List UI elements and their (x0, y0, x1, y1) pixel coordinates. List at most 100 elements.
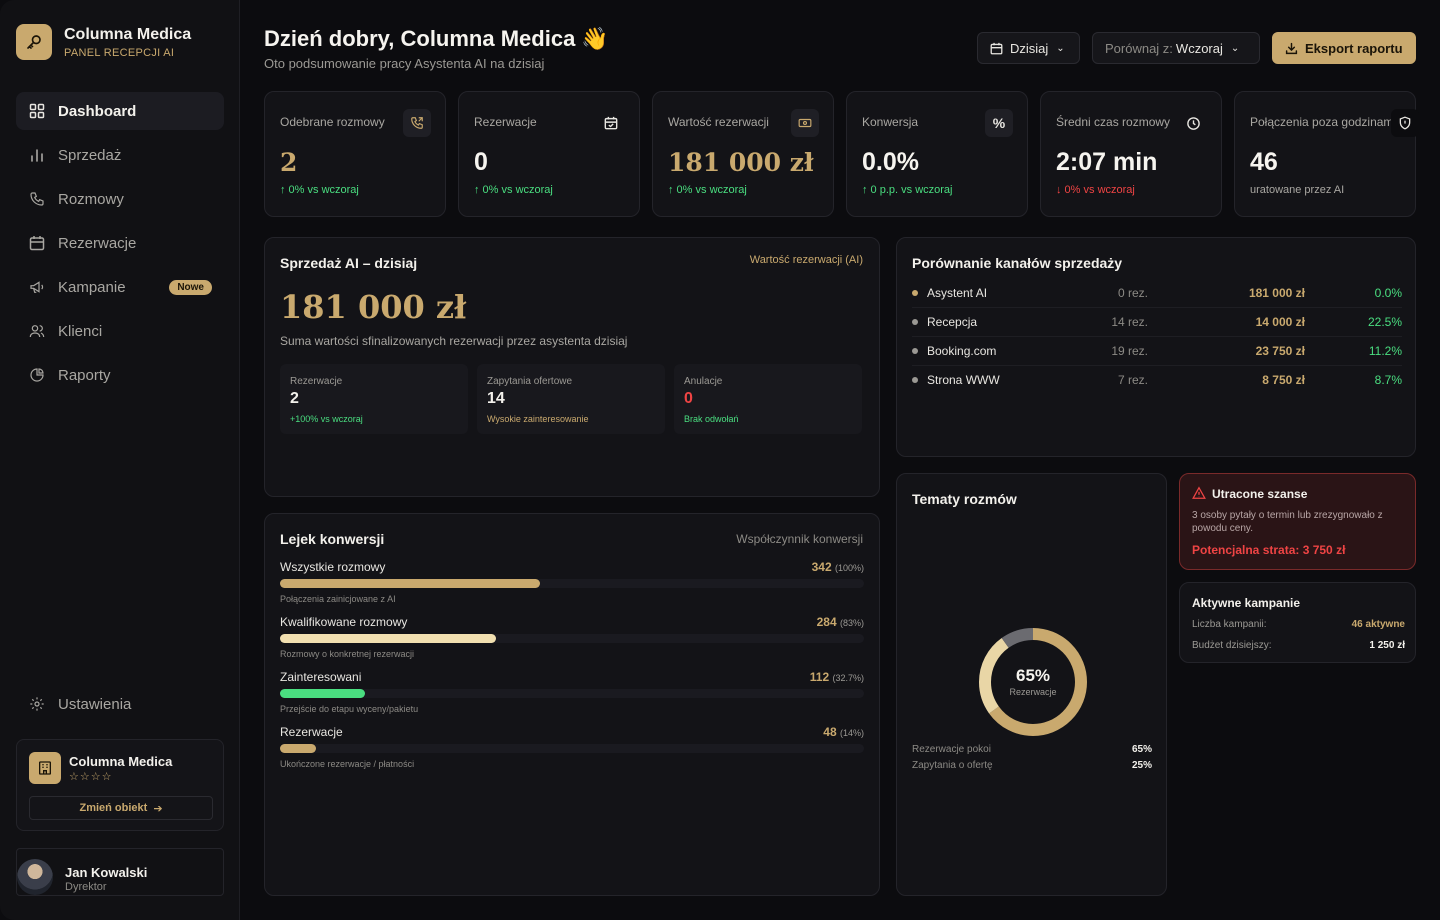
nav-item-reports[interactable]: Raporty (16, 356, 224, 394)
nav-label: Kampanie (58, 278, 126, 296)
export-report-button[interactable]: Eksport raportu (1272, 32, 1416, 64)
mini-note: Wysokie zainteresowanie (487, 414, 589, 424)
kpi-card-reservation-value[interactable]: Wartość rezerwacji 181 000 zł ↑ 0% vs wc… (652, 91, 834, 217)
funnel-track (280, 744, 864, 753)
donut-segment[interactable] (979, 628, 1087, 736)
funnel-bar (280, 689, 366, 698)
clock-icon (1179, 109, 1207, 137)
funnel-bar (280, 744, 317, 753)
nav-label: Klienci (58, 322, 103, 340)
kpi-delta: ↑ 0% vs wczoraj (280, 184, 359, 196)
nav-item-clients[interactable]: Klienci (16, 312, 224, 350)
nav-label: Rezerwacje (58, 234, 137, 252)
topic-name: Zapytania o ofertę (912, 760, 993, 771)
kpi-card-avg-call-time[interactable]: Średni czas rozmowy 2:07 min ↓ 0% vs wcz… (1040, 91, 1222, 217)
topics-panel: Tematy rozmów 65% Rezerwacje Rezerwacje … (896, 473, 1167, 896)
star-rating: ☆☆☆☆ (69, 771, 113, 783)
channel-reservations: 0 rez. (1117, 286, 1148, 300)
nav-label: Rozmowy (58, 190, 124, 208)
funnel-count-value: 112 (809, 670, 830, 684)
channel-row[interactable]: Booking.com 19 rez. 23 750 zł 11.2% (912, 342, 1402, 362)
user-profile[interactable]: Jan Kowalski Dyrektor (16, 848, 224, 896)
period-select[interactable]: Dzisiaj ⌄ (977, 32, 1080, 64)
funnel-count-pct: (83%) (839, 618, 864, 628)
chevron-down-icon: ⌄ (1056, 42, 1065, 54)
funnel-bar (280, 634, 497, 643)
compare-prefix: Porównaj z: (1105, 40, 1173, 56)
kpi-card-conversion[interactable]: Konwersja % 0.0% ↑ 0 p.p. vs wczoraj (846, 91, 1028, 217)
channel-row[interactable]: Strona WWW 7 rez. 8 750 zł 8.7% (912, 371, 1402, 391)
panel-title: Aktywne kampanie (1192, 596, 1301, 610)
nav-item-dashboard[interactable]: Dashboard (16, 92, 224, 130)
user-name: Jan Kowalski (65, 865, 148, 880)
page-subtitle: Oto podsumowanie pracy Asystenta AI na d… (264, 56, 545, 71)
funnel-count-value: 48 (823, 725, 837, 739)
channel-row[interactable]: Asystent AI 0 rez. 181 000 zł 0.0% (912, 284, 1402, 304)
mini-label: Rezerwacje (290, 376, 343, 387)
topic-value: 65% (1131, 744, 1152, 755)
channel-pct: 11.2% (1368, 344, 1402, 358)
compare-value: Wczoraj (1175, 40, 1223, 56)
donut-segment[interactable] (979, 628, 1087, 736)
channel-pct: 8.7% (1374, 373, 1402, 387)
funnel-step-name: Kwalifikowane rozmowy (280, 615, 408, 629)
nav-item-reservations[interactable]: Rezerwacje (16, 224, 224, 262)
kpi-label: Średni czas rozmowy (1056, 115, 1171, 129)
nav-item-campaigns[interactable]: Kampanie Nowe (16, 268, 224, 306)
channel-name: Strona WWW (927, 373, 1000, 387)
funnel-step-name: Rezerwacje (280, 725, 343, 739)
avatar (17, 859, 53, 895)
period-value: Dzisiaj (1010, 40, 1049, 56)
kpi-card-reservations[interactable]: Rezerwacje 0 ↑ 0% vs wczoraj (458, 91, 640, 217)
kpi-card-calls[interactable]: Odebrane rozmowy 2 ↑ 0% vs wczoraj (264, 91, 446, 217)
active-campaigns-panel[interactable]: Aktywne kampanie Liczba kampanii: 46 akt… (1179, 582, 1416, 663)
phone-call-icon (403, 109, 431, 137)
key-icon (16, 24, 52, 60)
nav-label: Sprzedaż (58, 146, 122, 164)
building-icon (29, 752, 61, 784)
gear-icon (28, 695, 46, 713)
panel-title: Porównanie kanałów sprzedaży (912, 255, 1123, 271)
channel-value: 23 750 zł (1255, 344, 1305, 358)
donut-chart (979, 628, 1087, 736)
nav-item-calls[interactable]: Rozmowy (16, 180, 224, 218)
panel-title: Lejek konwersji (280, 531, 385, 547)
lost-opportunities-alert[interactable]: Utracone szanse 3 osoby pytały o termin … (1179, 473, 1416, 570)
divider (912, 365, 1402, 366)
kpi-value: 0.0% (862, 148, 919, 176)
calendar-icon (28, 234, 46, 252)
megaphone-icon (28, 278, 46, 296)
export-label: Eksport raportu (1305, 40, 1403, 56)
kpi-delta: ↑ 0% vs wczoraj (474, 184, 553, 196)
settings-link[interactable]: Ustawienia (16, 685, 224, 729)
funnel-step: Kwalifikowane rozmowy 284 (83%) Rozmowy … (280, 615, 864, 667)
nav-item-settings[interactable]: Ustawienia (16, 685, 224, 723)
warning-icon (1192, 486, 1206, 505)
user-role: Dyrektor (65, 881, 107, 893)
potential-loss: Potencjalna strata: 3 750 zł (1192, 543, 1346, 557)
funnel-count-pct: (14%) (839, 728, 864, 738)
alert-description: 3 osoby pytały o termin lub zrezygnowało… (1192, 510, 1383, 534)
mini-label: Anulacje (684, 376, 723, 387)
switch-property-button[interactable]: Zmień obiekt ➔ (29, 796, 213, 820)
kpi-label: Połączenia poza godzinami (1250, 115, 1397, 129)
mini-value: 2 (290, 390, 299, 407)
brand[interactable]: Columna Medica PANEL RECEPCJI AI (16, 24, 191, 60)
calendar-check-icon (597, 109, 625, 137)
channel-value: 181 000 zł (1248, 286, 1305, 300)
funnel-step: Rezerwacje 48 (14%) Ukończone rezerwacje… (280, 725, 864, 777)
sales-value: 181 000 zł (280, 288, 467, 326)
funnel-track (280, 689, 864, 698)
kpi-value: 0 (474, 148, 488, 176)
channel-dot (912, 348, 918, 354)
brand-name: Columna Medica (64, 25, 192, 43)
channel-reservations: 19 rez. (1111, 344, 1148, 358)
kpi-delta: ↓ 0% vs wczoraj (1056, 184, 1135, 196)
kpi-card-after-hours[interactable]: Połączenia poza godzinami 46 uratowane p… (1234, 91, 1419, 217)
funnel-step: Wszystkie rozmowy 342 (100%) Połączenia … (280, 560, 864, 612)
compare-select[interactable]: Porównaj z: Wczoraj ⌄ (1092, 32, 1260, 64)
channel-reservations: 14 rez. (1111, 315, 1148, 329)
kpi-label: Wartość rezerwacji (668, 115, 769, 129)
nav-item-sales[interactable]: Sprzedaż (16, 136, 224, 174)
channel-row[interactable]: Recepcja 14 rez. 14 000 zł 22.5% (912, 313, 1402, 333)
